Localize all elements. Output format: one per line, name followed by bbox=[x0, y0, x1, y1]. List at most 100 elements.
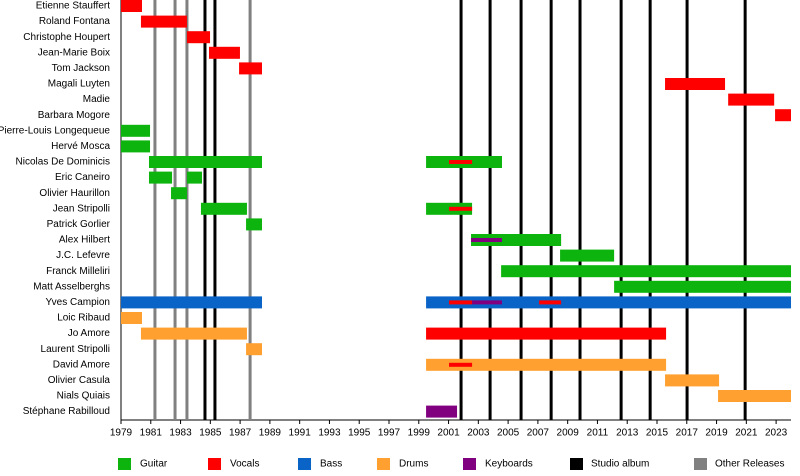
x-tick-label: 1989 bbox=[259, 428, 282, 439]
x-tick-label: 2015 bbox=[646, 428, 669, 439]
period-bar bbox=[239, 62, 262, 75]
member-label: Pierre-Louis Longequeue bbox=[0, 125, 110, 136]
member-label: J.C. Lefevre bbox=[56, 250, 110, 261]
x-tick-label: 1999 bbox=[408, 428, 431, 439]
period-bar bbox=[186, 171, 202, 184]
period-bar bbox=[148, 171, 173, 184]
member-label: Magali Luyten bbox=[48, 79, 110, 90]
member-label: Laurent Stripolli bbox=[41, 344, 110, 355]
period-bar bbox=[148, 156, 262, 168]
member-label: Alex Hilbert bbox=[59, 235, 110, 246]
member-label: Christophe Houpert bbox=[23, 32, 110, 43]
period-bar bbox=[472, 300, 503, 305]
period-bar bbox=[121, 312, 142, 324]
legend-label: Drums bbox=[399, 459, 428, 470]
x-tick-label: 1995 bbox=[348, 428, 371, 439]
member-label: Olivier Haurillon bbox=[39, 188, 110, 199]
x-tick-label: 2017 bbox=[676, 428, 699, 439]
x-tick-label: 2013 bbox=[616, 428, 639, 439]
x-tick-label: 2007 bbox=[527, 428, 550, 439]
period-bar bbox=[471, 238, 503, 242]
period-bar bbox=[208, 46, 240, 59]
x-tick-label: 2011 bbox=[587, 428, 609, 439]
member-label: Jean Stripolli bbox=[53, 203, 110, 214]
period-bar bbox=[775, 109, 791, 122]
member-label: Yves Campion bbox=[46, 297, 110, 308]
legend-swatch bbox=[694, 458, 707, 470]
x-tick-label: 1993 bbox=[318, 428, 341, 439]
period-bar bbox=[728, 93, 775, 106]
member-label: Stéphane Rabilloud bbox=[23, 406, 110, 417]
member-label: Eric Caneiro bbox=[55, 172, 110, 183]
member-label: Nials Quiais bbox=[57, 391, 110, 402]
period-bar bbox=[121, 0, 142, 12]
member-label: Hervé Mosca bbox=[51, 141, 110, 152]
x-tick-label: 1997 bbox=[378, 428, 401, 439]
x-tick-label: 1987 bbox=[229, 428, 252, 439]
x-tick-label: 1983 bbox=[169, 428, 192, 439]
x-tick-label: 1981 bbox=[140, 428, 163, 439]
x-tick-label: 1991 bbox=[289, 428, 312, 439]
legend-label: Studio album bbox=[591, 459, 649, 470]
x-tick-label: 2003 bbox=[467, 428, 490, 439]
member-label: Matt Asselberghs bbox=[33, 281, 110, 292]
x-tick-label: 2023 bbox=[765, 428, 788, 439]
period-bar bbox=[471, 234, 562, 246]
member-label: Nicolas De Dominicis bbox=[16, 157, 110, 168]
period-bar bbox=[426, 405, 458, 418]
legend-swatch bbox=[118, 458, 131, 470]
period-bar bbox=[140, 15, 187, 28]
x-tick-label: 1979 bbox=[110, 428, 133, 439]
x-tick-label: 2019 bbox=[705, 428, 728, 439]
x-tick-label: 2005 bbox=[497, 428, 520, 439]
member-label: Etienne Stauffert bbox=[36, 1, 111, 12]
period-bar bbox=[426, 296, 791, 309]
x-tick-label: 2021 bbox=[735, 428, 758, 439]
period-bar bbox=[200, 202, 247, 215]
member-label: Barbara Mogore bbox=[38, 110, 111, 121]
period-bar bbox=[718, 390, 791, 402]
member-label: Jean-Marie Boix bbox=[38, 47, 110, 58]
period-bar bbox=[665, 374, 720, 387]
member-label: Madie bbox=[83, 94, 111, 105]
legend-swatch bbox=[570, 458, 583, 470]
period-bar bbox=[186, 31, 211, 44]
period-bar bbox=[449, 206, 473, 211]
member-label: David Amore bbox=[53, 359, 111, 370]
period-bar bbox=[246, 343, 262, 356]
member-label: Olivier Casula bbox=[48, 375, 111, 386]
member-label: Patrick Gorlier bbox=[47, 219, 111, 230]
member-label: Tom Jackson bbox=[52, 63, 110, 74]
period-bar bbox=[449, 300, 473, 305]
member-label: Jo Amore bbox=[68, 328, 111, 339]
period-bar bbox=[121, 296, 262, 309]
legend-swatch bbox=[463, 458, 476, 470]
member-label: Franck Milleliri bbox=[46, 266, 110, 277]
period-bar bbox=[560, 249, 615, 262]
period-bar bbox=[539, 300, 562, 305]
period-bar bbox=[665, 78, 726, 90]
legend-label: Keyboards bbox=[485, 459, 533, 470]
x-tick-label: 2009 bbox=[557, 428, 580, 439]
period-bar bbox=[449, 362, 473, 367]
x-tick-label: 1985 bbox=[199, 428, 222, 439]
legend-swatch bbox=[377, 458, 390, 470]
period-bar bbox=[426, 358, 667, 371]
legend-label: Other Releases bbox=[715, 459, 784, 470]
period-bar bbox=[246, 218, 262, 231]
period-bar bbox=[121, 124, 151, 137]
legend-label: Bass bbox=[320, 459, 342, 470]
period-bar bbox=[501, 265, 791, 278]
member-label: Loic Ribaud bbox=[57, 313, 110, 324]
legend-swatch bbox=[298, 458, 311, 470]
legend-swatch bbox=[208, 458, 221, 470]
legend-label: Guitar bbox=[140, 459, 168, 470]
period-bar bbox=[140, 327, 247, 340]
period-bar bbox=[171, 187, 187, 200]
period-bar bbox=[121, 140, 151, 153]
period-bar bbox=[426, 327, 667, 340]
period-bar bbox=[449, 160, 473, 164]
legend-label: Vocals bbox=[230, 459, 259, 470]
period-bar bbox=[614, 280, 791, 293]
